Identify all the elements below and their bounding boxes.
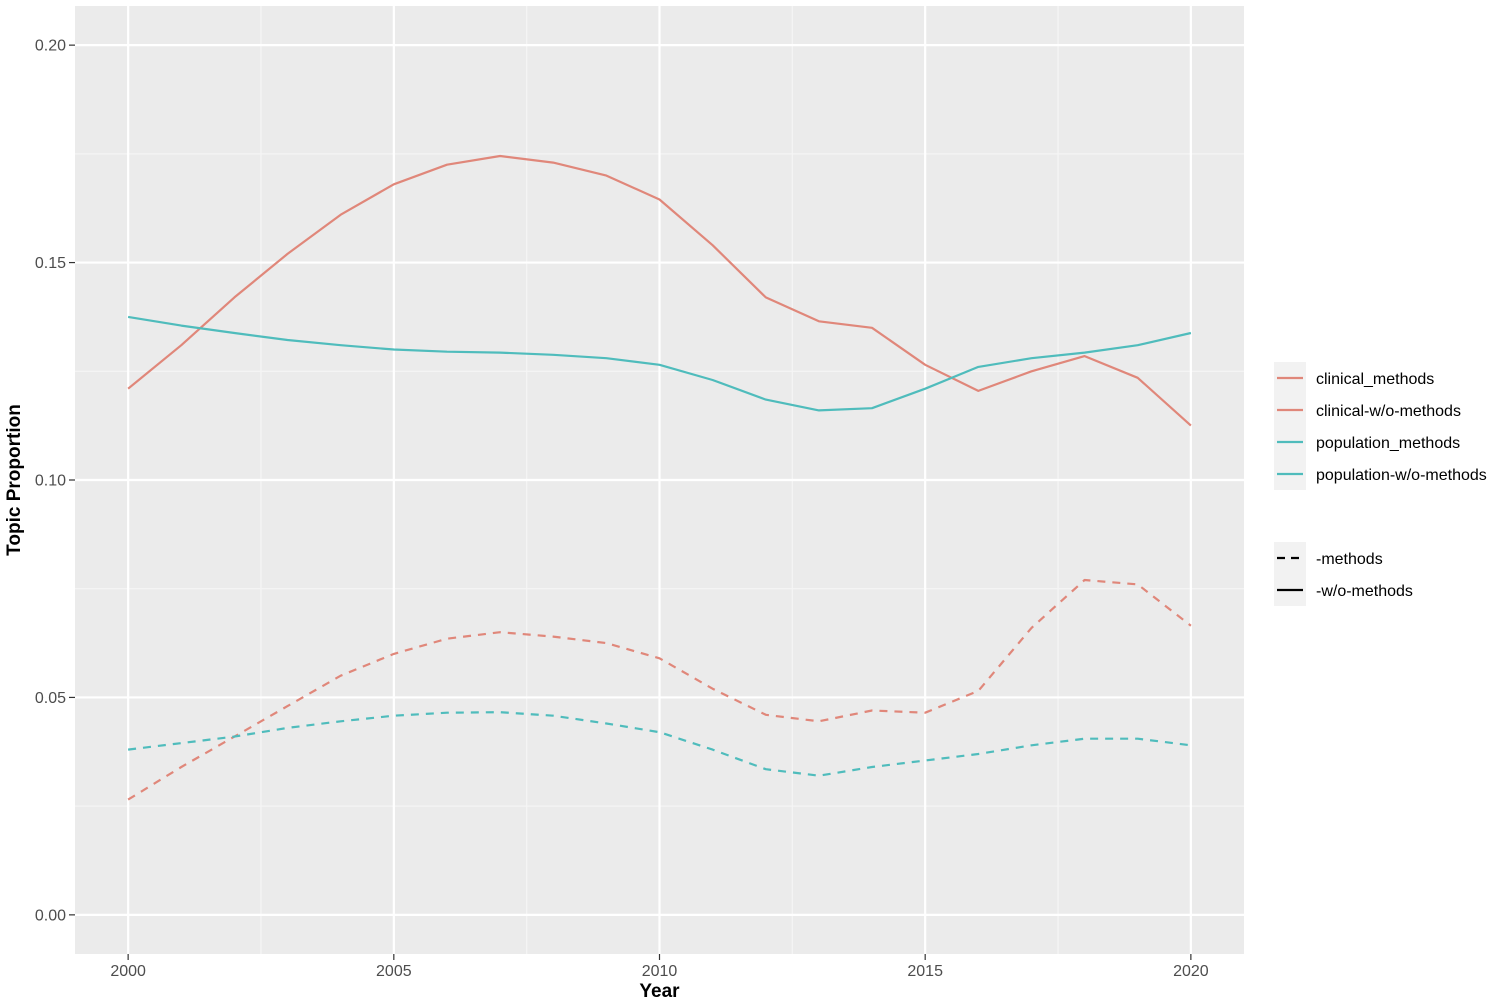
series-lines [127,154,1192,801]
legend-label: clinical-w/o-methods [1316,403,1461,420]
series-line-clinical-w-o-methods [127,154,1192,427]
series-line-clinical-methods [127,578,1192,801]
y-tick-label: 0.00 [35,907,66,924]
major-gridlines [75,6,1244,954]
y-axis-title: Topic Proportion [4,404,25,556]
x-tick-label: 2005 [376,963,412,980]
linetype-legend: -methods -w/o-methods [1274,542,1413,606]
colour-legend: clinical_methods clinical-w/o-methods popu… [1274,362,1487,490]
y-tick-label: 0.05 [35,690,66,707]
x-tick-label: 2020 [1173,963,1209,980]
x-axis-title: Year [639,981,680,1001]
x-tick-label: 2000 [110,963,146,980]
legend-label: -w/o-methods [1316,583,1413,600]
y-tick-label: 0.15 [35,255,66,272]
y-tick-label: 0.20 [35,38,66,55]
x-tick-label: 2015 [907,963,943,980]
y-axis: 0.00 0.05 0.10 0.15 0.20 [35,38,75,924]
x-tick-label: 2010 [642,963,678,980]
y-tick-label: 0.10 [35,473,66,490]
series-line-population-w-o-methods [127,315,1192,412]
legend-label: -methods [1316,551,1383,568]
legend-label: clinical_methods [1316,371,1434,388]
x-axis: 2000 2005 2010 2015 2020 [110,954,1209,980]
legend-label: population-w/o-methods [1316,467,1487,484]
legend-label: population_methods [1316,435,1460,452]
